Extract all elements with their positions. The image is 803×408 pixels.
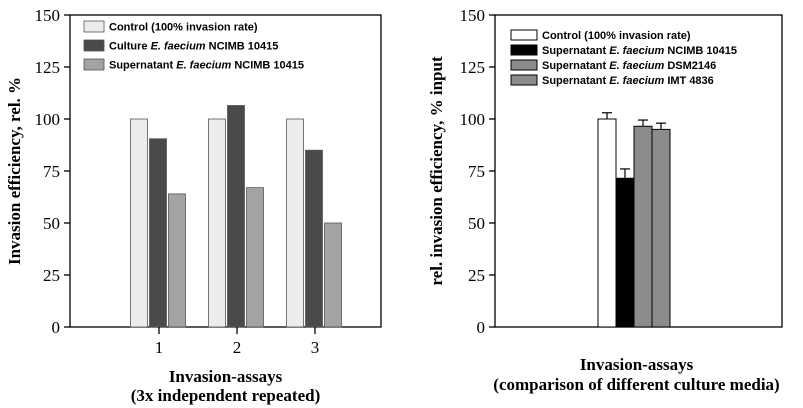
x-tick-label: 2 [233,338,242,357]
legend-swatch [510,59,538,71]
y-tick-label: 150 [460,6,486,25]
legend-swatch [510,29,538,41]
bar [615,177,635,328]
y-tick-label: 125 [35,58,61,77]
y-tick-label: 75 [43,162,60,181]
bar [651,128,671,328]
y-tick-label: 0 [477,318,486,337]
x-tick-label: 1 [155,338,164,357]
bar [286,118,304,328]
x-axis-label: Invasion-assays [580,355,694,374]
bar [227,105,245,328]
x-tick-label: 3 [311,338,320,357]
bar [324,222,342,328]
y-tick-label: 125 [460,58,486,77]
y-tick-label: 25 [468,266,485,285]
bar [130,118,148,328]
x-axis-label: Invasion-assays [169,367,283,386]
y-tick-label: 75 [468,162,485,181]
legend-swatch [510,44,538,56]
legend-entry: Control (100% invasion rate) [542,30,691,42]
chart-culture-media-comparison: 0 25 50 75 100 125 150 Control (100% invasion r… [427,6,783,394]
bar [246,187,264,328]
legend-entry: Supernatant E. faecium NCIMB 10415 [542,45,737,57]
x-axis-label: (comparison of different culture media) [493,375,779,394]
y-tick-label: 100 [35,110,61,129]
legend-swatch [83,58,105,71]
legend-swatch [83,39,105,52]
legend-entry: Supernatant E. faecium IMT 4836 [542,75,714,87]
x-axis-label: (3x independent repeated) [131,386,321,405]
y-tick-label: 0 [52,318,61,337]
y-axis-label: Invasion efficiency, rel. % [5,77,24,265]
bar [168,193,186,328]
legend-swatch [83,20,105,33]
legend-entry: Control (100% invasion rate) [109,22,258,34]
y-axis-label: rel. invasion efficiency, % input [427,56,446,286]
chart-invasion-efficiency: 0 25 50 75 100 125 150 1 2 3 Control (100% invasio… [5,6,382,405]
y-tick-label: 100 [460,110,486,129]
y-tick-label: 50 [468,214,485,233]
y-tick-label: 150 [35,6,61,25]
bar [305,149,323,328]
y-tick-label: 25 [43,266,60,285]
bar [149,138,167,328]
legend-entry: Culture E. faecium NCIMB 10415 [109,41,278,53]
bar [597,118,617,328]
legend-entry: Supernatant E. faecium DSM2146 [542,60,716,72]
legend-entry: Supernatant E. faecium NCIMB 10415 [109,60,304,72]
legend-swatch [510,74,538,86]
y-tick-label: 50 [43,214,60,233]
bar [208,118,226,328]
bar [633,125,653,328]
